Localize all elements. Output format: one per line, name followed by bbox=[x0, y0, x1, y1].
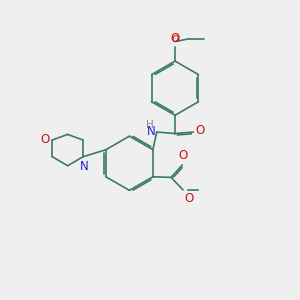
Text: O: O bbox=[170, 32, 180, 45]
Text: O: O bbox=[40, 133, 50, 146]
Text: N: N bbox=[80, 160, 89, 173]
Text: o: o bbox=[171, 32, 179, 45]
Text: O: O bbox=[195, 124, 205, 137]
Text: N: N bbox=[146, 125, 155, 138]
Text: O: O bbox=[178, 149, 188, 162]
Text: O: O bbox=[184, 191, 194, 205]
Text: H: H bbox=[146, 120, 154, 130]
